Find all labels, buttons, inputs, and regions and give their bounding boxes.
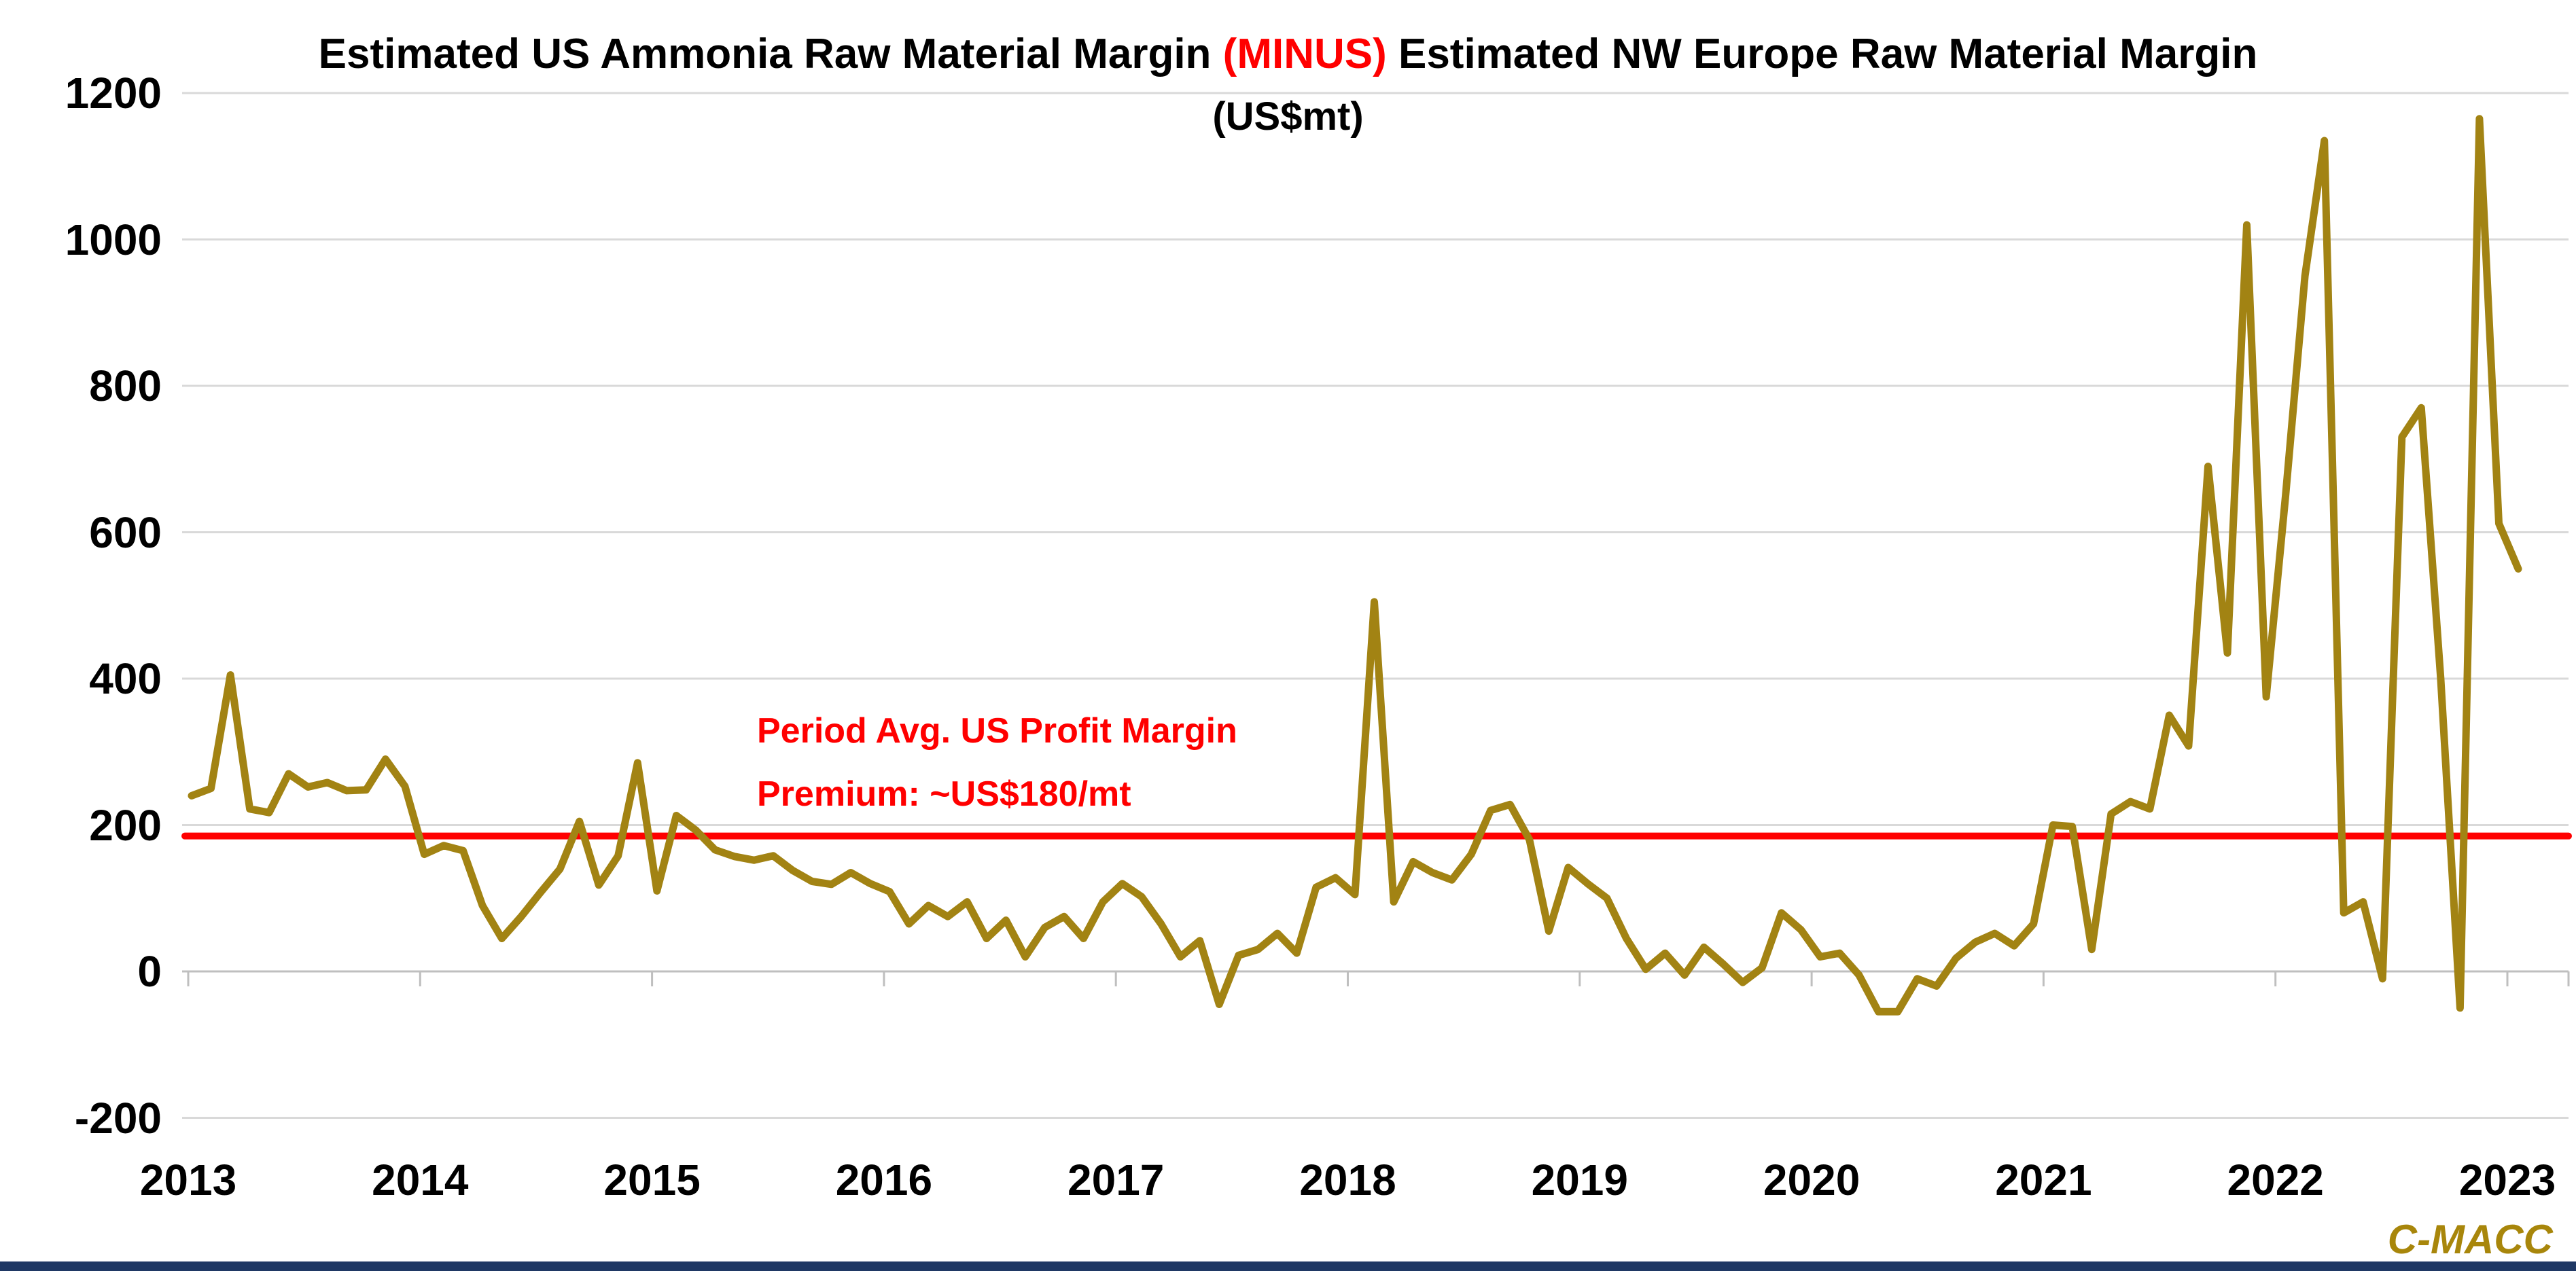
y-axis-label-1000: 1000: [65, 215, 162, 264]
chart-subtitle-units: (US$mt): [1212, 94, 1364, 139]
x-axis-label-2020: 2020: [1763, 1156, 1860, 1204]
bottom-navy-bar: [0, 1261, 2576, 1271]
avg-premium-annotation-line2: Premium: ~US$180/mt: [757, 774, 1131, 814]
chart-title-part2: Estimated NW Europe Raw Material Margin: [1386, 31, 2258, 77]
chart-title: Estimated US Ammonia Raw Material Margin…: [0, 30, 2576, 78]
y-axis-label-800: 800: [89, 361, 162, 410]
x-axis-line: [182, 970, 2570, 986]
cmacc-watermark: C-MACC: [2387, 1217, 2553, 1262]
x-axis-label-2014: 2014: [372, 1156, 469, 1204]
x-axis-label-2015: 2015: [603, 1156, 701, 1204]
x-axis-label-2017: 2017: [1068, 1156, 1165, 1204]
y-axis-label-400: 400: [89, 654, 162, 703]
y-axis-label-1200: 1200: [65, 69, 162, 118]
chart-title-part1: Estimated US Ammonia Raw Material Margin: [318, 31, 1223, 77]
x-axis-label-2016: 2016: [835, 1156, 933, 1204]
margin-series-line: [188, 115, 2522, 1016]
y-axis-label-200: 200: [89, 800, 162, 850]
x-axis-label-2023: 2023: [2458, 1156, 2556, 1204]
y-axis-label--200: -200: [74, 1093, 162, 1143]
avg-premium-annotation-line1: Period Avg. US Profit Margin: [757, 711, 1237, 751]
x-axis-label-2013: 2013: [139, 1156, 237, 1204]
y-axis-label-600: 600: [89, 507, 162, 557]
x-axis-label-2018: 2018: [1299, 1156, 1396, 1204]
y-axis-label-0: 0: [137, 947, 162, 996]
x-axis-label-2022: 2022: [2227, 1156, 2324, 1204]
avg-premium-annotation: Period Avg. US Profit Margin Premium: ~U…: [757, 700, 1237, 825]
x-axis-label-2019: 2019: [1531, 1156, 1628, 1204]
x-axis-label-2021: 2021: [1995, 1156, 2092, 1204]
chart-title-minus-highlight: (MINUS): [1222, 31, 1387, 77]
